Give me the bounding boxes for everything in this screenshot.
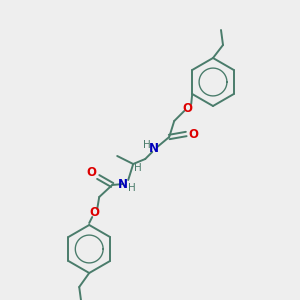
Text: N: N xyxy=(149,142,159,154)
Text: O: O xyxy=(86,167,96,179)
Text: O: O xyxy=(182,101,192,115)
Text: O: O xyxy=(89,206,99,220)
Text: O: O xyxy=(188,128,198,140)
Text: N: N xyxy=(118,178,128,191)
Text: H: H xyxy=(134,163,142,173)
Text: H: H xyxy=(128,183,136,193)
Text: H: H xyxy=(143,140,151,150)
